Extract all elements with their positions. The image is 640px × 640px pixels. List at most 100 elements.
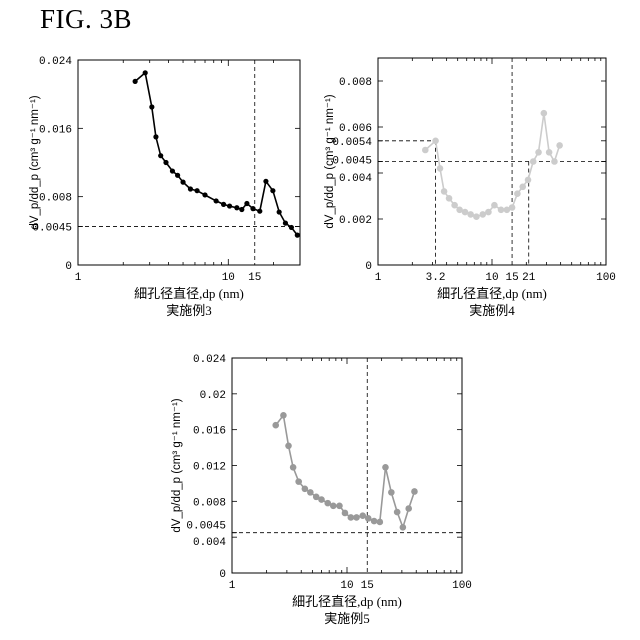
x-tick-label: 1 [375, 272, 382, 284]
data-point [498, 207, 505, 214]
data-point [277, 209, 282, 214]
x-tick-label: 10 [340, 580, 353, 592]
y-tick-label: 0.0045 [332, 156, 372, 168]
data-point [263, 179, 268, 184]
plot-frame [78, 60, 300, 265]
data-point [336, 503, 343, 510]
data-point [330, 503, 337, 510]
data-point [394, 509, 401, 516]
x-tick-label: 3.2 [426, 272, 446, 284]
data-point [143, 70, 148, 75]
chart-ex4: 00.0020.0040.00450.00540.0060.00813.2101… [324, 58, 616, 318]
data-point [514, 190, 521, 197]
y-axis-label: dV_p/dd_p (cm³ g⁻¹ nm⁻¹) [29, 95, 41, 229]
data-point [473, 213, 480, 220]
data-point [307, 489, 314, 496]
data-point [170, 168, 175, 173]
chart-ex5: 00.0040.00450.0080.0120.0160.020.0241101… [171, 354, 472, 626]
plot-frame [232, 358, 462, 573]
data-point [272, 422, 279, 429]
data-point [541, 110, 548, 117]
x-axis-label: 細孔径直径,dp (nm) [292, 594, 402, 609]
data-point [295, 478, 302, 485]
data-point [239, 207, 244, 212]
data-point [290, 464, 297, 471]
data-point [446, 195, 453, 202]
data-point [133, 79, 138, 84]
data-point [257, 209, 262, 214]
data-point [289, 225, 294, 230]
data-point [382, 464, 389, 471]
x-tick-label: 15 [505, 272, 518, 284]
panel-caption: 実施例3 [166, 303, 212, 318]
data-point [149, 104, 154, 109]
data-point [535, 149, 542, 156]
x-axis-label: 細孔径直径,dp (nm) [134, 286, 244, 301]
data-point [280, 412, 287, 419]
data-point [194, 188, 199, 193]
data-point [153, 134, 158, 139]
x-tick-label: 100 [596, 272, 616, 284]
data-point [525, 177, 532, 184]
y-tick-label: 0.006 [339, 123, 372, 135]
y-tick-label: 0 [219, 569, 226, 581]
y-tick-label: 0.004 [339, 173, 372, 185]
data-point [283, 221, 288, 226]
data-point [451, 202, 458, 209]
data-point [348, 514, 355, 521]
data-point [365, 515, 372, 522]
x-tick-label: 10 [222, 272, 235, 284]
x-tick-label: 100 [452, 580, 472, 592]
data-point [295, 233, 300, 238]
data-point [388, 489, 395, 496]
y-tick-label: 0.016 [39, 124, 72, 136]
y-tick-label: 0.024 [193, 354, 226, 366]
data-point [244, 201, 249, 206]
data-point [377, 519, 384, 526]
data-point [202, 192, 207, 197]
panel-caption: 実施例5 [324, 611, 370, 626]
data-point [551, 158, 558, 165]
x-tick-label: 15 [248, 272, 261, 284]
data-point [227, 203, 232, 208]
data-point [422, 147, 429, 154]
data-point [462, 209, 469, 216]
data-point [342, 510, 349, 517]
chart-ex3: 00.00450.0080.0160.02411015細孔径直径,dp (nm)… [29, 56, 300, 318]
data-point [175, 173, 180, 178]
data-point [546, 149, 553, 156]
data-point [214, 198, 219, 203]
data-point [411, 488, 418, 495]
data-point [437, 165, 444, 172]
x-tick-label: 21 [522, 272, 536, 284]
y-tick-label: 0.0054 [332, 137, 372, 149]
y-tick-label: 0.008 [193, 497, 226, 509]
y-tick-label: 0.02 [200, 390, 226, 402]
data-point [180, 180, 185, 185]
data-point [270, 188, 275, 193]
y-tick-label: 0.012 [193, 462, 226, 474]
y-tick-label: 0.0045 [186, 521, 226, 533]
x-tick-label: 15 [361, 580, 374, 592]
y-tick-label: 0.004 [193, 537, 226, 549]
data-point [163, 160, 168, 165]
data-point [302, 485, 309, 492]
data-point [509, 204, 516, 211]
y-tick-label: 0.008 [339, 77, 372, 89]
y-axis-label: dV_p/dd_p (cm³ g⁻¹ nm⁻¹) [324, 94, 336, 228]
data-point [491, 202, 498, 209]
data-point [371, 518, 378, 525]
panel-caption: 実施例4 [469, 303, 515, 318]
y-tick-label: 0.002 [339, 215, 372, 227]
x-tick-label: 1 [229, 580, 236, 592]
data-point [318, 496, 325, 503]
data-point [285, 442, 292, 449]
y-tick-label: 0.024 [39, 56, 72, 68]
data-point [353, 514, 360, 521]
data-point [405, 505, 412, 512]
data-point [467, 211, 474, 218]
data-point [556, 142, 563, 149]
data-point [432, 138, 439, 145]
x-tick-label: 10 [485, 272, 498, 284]
